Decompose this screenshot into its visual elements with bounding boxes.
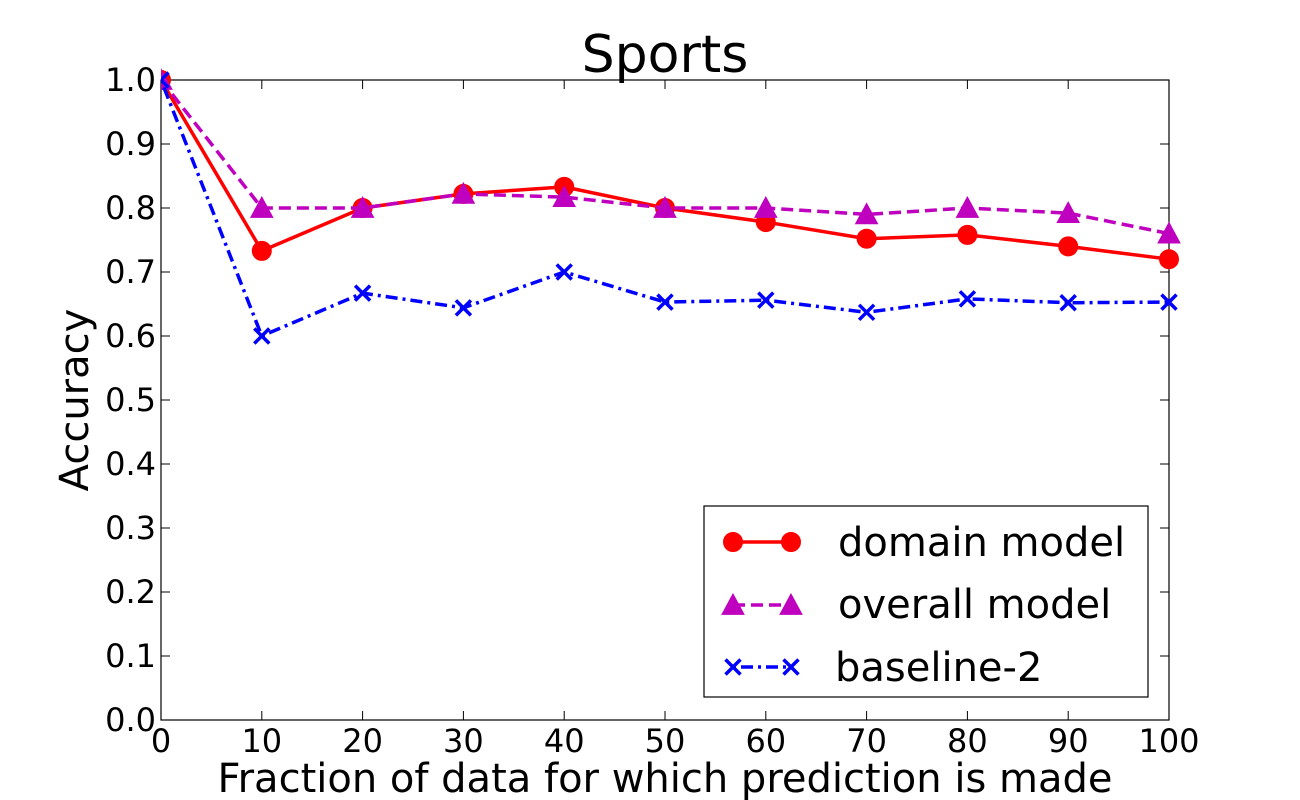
chart-title: Sports: [582, 25, 749, 85]
y-tick-label: 0.7: [105, 253, 156, 291]
data-point-overall-model: [552, 185, 577, 207]
y-tick-label: 0.9: [105, 125, 156, 163]
legend-samples: [721, 532, 803, 676]
y-tick-label: 1.0: [105, 61, 156, 99]
legend-marker: [779, 592, 803, 615]
series-layer: [161, 67, 1181, 345]
y-tick-label: 0.4: [105, 445, 156, 483]
data-point-baseline-2: [555, 263, 573, 281]
legend-marker: [723, 532, 743, 552]
legend-marker: [781, 532, 801, 552]
data-point-domain-model: [957, 224, 978, 245]
series-overall-model: [161, 67, 1181, 244]
data-point-baseline-2: [1059, 293, 1077, 312]
y-tick-label: 0.8: [105, 189, 156, 227]
x-tick-label: 100: [1138, 722, 1199, 760]
y-tick-label: 0.0: [105, 701, 156, 739]
data-point-domain-model: [251, 240, 272, 261]
data-point-domain-model: [1159, 249, 1179, 270]
y-tick-label: 0.6: [105, 317, 156, 355]
data-point-baseline-2: [353, 284, 372, 302]
legend-label-baseline-2: baseline-2: [835, 645, 1042, 691]
data-point-domain-model: [1058, 236, 1079, 257]
x-tick-label: 10: [241, 722, 282, 760]
series-line-baseline-2: [161, 79, 1170, 338]
data-point-baseline-2: [1160, 293, 1178, 311]
legend-marker: [721, 592, 745, 615]
data-point-overall-model: [1157, 221, 1181, 244]
x-tick-label: 40: [544, 722, 585, 760]
data-point-overall-model: [451, 181, 476, 204]
series-baseline-2: [161, 71, 1178, 345]
x-axis-label: Fraction of data for which prediction is…: [218, 756, 1113, 800]
x-tick-label: 50: [645, 722, 686, 760]
x-tick-label: 30: [443, 722, 484, 760]
y-tick-label: 0.3: [105, 509, 156, 547]
x-tick-label: 0: [151, 722, 171, 760]
y-tick-label: 0.5: [105, 381, 156, 419]
legend-box: [703, 505, 1149, 698]
data-point-baseline-2: [161, 71, 170, 89]
data-point-overall-model: [350, 195, 375, 218]
data-point-baseline-2: [757, 291, 775, 309]
data-point-overall-model: [1056, 201, 1081, 223]
x-tick-label: 90: [1048, 722, 1089, 760]
data-point-baseline-2: [958, 290, 977, 308]
series-domain-model: [161, 70, 1179, 270]
data-point-overall-model: [653, 195, 677, 218]
data-point-baseline-2: [656, 293, 674, 311]
x-tick-label: 60: [745, 722, 786, 760]
legend: domain model overall model baseline-2: [703, 505, 1149, 698]
legend-marker: [782, 658, 800, 676]
series-line-domain-model: [161, 79, 1170, 261]
x-tick-label: 80: [947, 722, 988, 760]
legend-marker: [724, 658, 742, 676]
data-point-baseline-2: [454, 299, 473, 317]
y-axis-label: Accuracy: [52, 309, 98, 492]
data-point-baseline-2: [253, 327, 271, 345]
data-point-overall-model: [753, 195, 778, 218]
x-tick-label: 70: [846, 722, 887, 760]
legend-label-overall-model: overall model: [838, 582, 1111, 628]
y-tick-label: 0.1: [105, 637, 156, 675]
x-tick-label: 20: [342, 722, 383, 760]
legend-label-domain-model: domain model: [838, 520, 1125, 566]
data-point-overall-model: [854, 202, 879, 225]
data-point-overall-model: [249, 195, 274, 218]
axis-ticks: 0 10 20 30 40 50 60 70 80 90 100 0.0 0.1 0.2 0.3 0.4 0.5…: [105, 61, 1199, 760]
data-point-domain-model: [856, 228, 877, 249]
y-tick-label: 0.2: [105, 573, 156, 611]
data-point-overall-model: [955, 195, 980, 218]
data-point-baseline-2: [857, 303, 876, 322]
